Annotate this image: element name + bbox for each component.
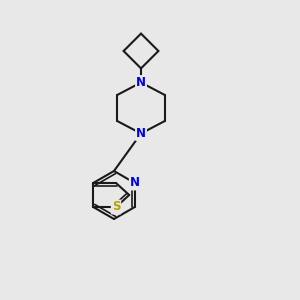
Text: S: S <box>112 200 120 214</box>
Text: N: N <box>136 76 146 89</box>
Text: N: N <box>136 127 146 140</box>
Text: N: N <box>130 176 140 190</box>
